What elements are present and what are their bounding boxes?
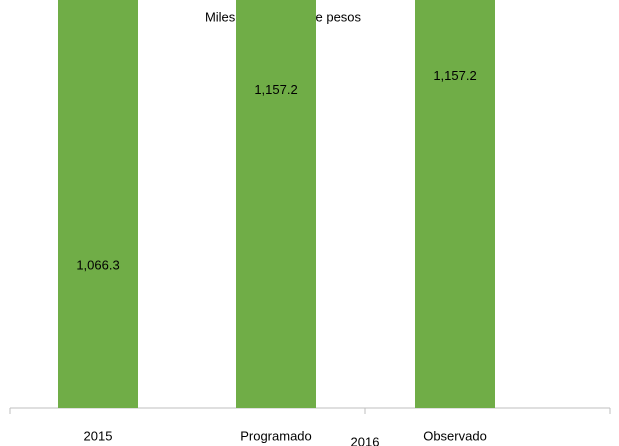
x-tick-label: Programado bbox=[240, 428, 312, 443]
bar-segment bbox=[58, 0, 138, 408]
x-tick-label: Observado bbox=[423, 428, 487, 443]
bar-segment bbox=[415, 0, 495, 408]
total-label: 1,066.3 bbox=[76, 257, 119, 272]
total-label: 1,157.2 bbox=[254, 82, 297, 97]
bar-segment bbox=[236, 0, 316, 408]
total-label: 1,157.2 bbox=[433, 68, 476, 83]
x-tick-label: 2015 bbox=[84, 428, 113, 443]
group-label: 2016 bbox=[351, 434, 380, 446]
